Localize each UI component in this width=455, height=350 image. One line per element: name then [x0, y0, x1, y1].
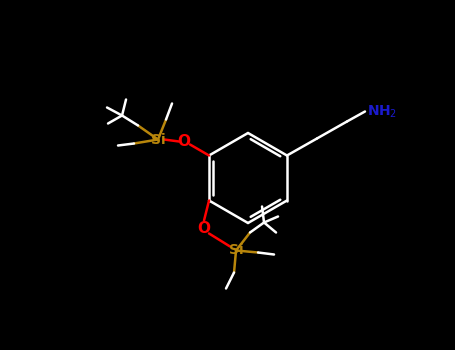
- Text: Si: Si: [229, 244, 243, 258]
- Text: O: O: [197, 221, 211, 236]
- Text: NH$_2$: NH$_2$: [367, 103, 397, 120]
- Text: O: O: [177, 134, 191, 149]
- Text: Si: Si: [151, 133, 165, 147]
